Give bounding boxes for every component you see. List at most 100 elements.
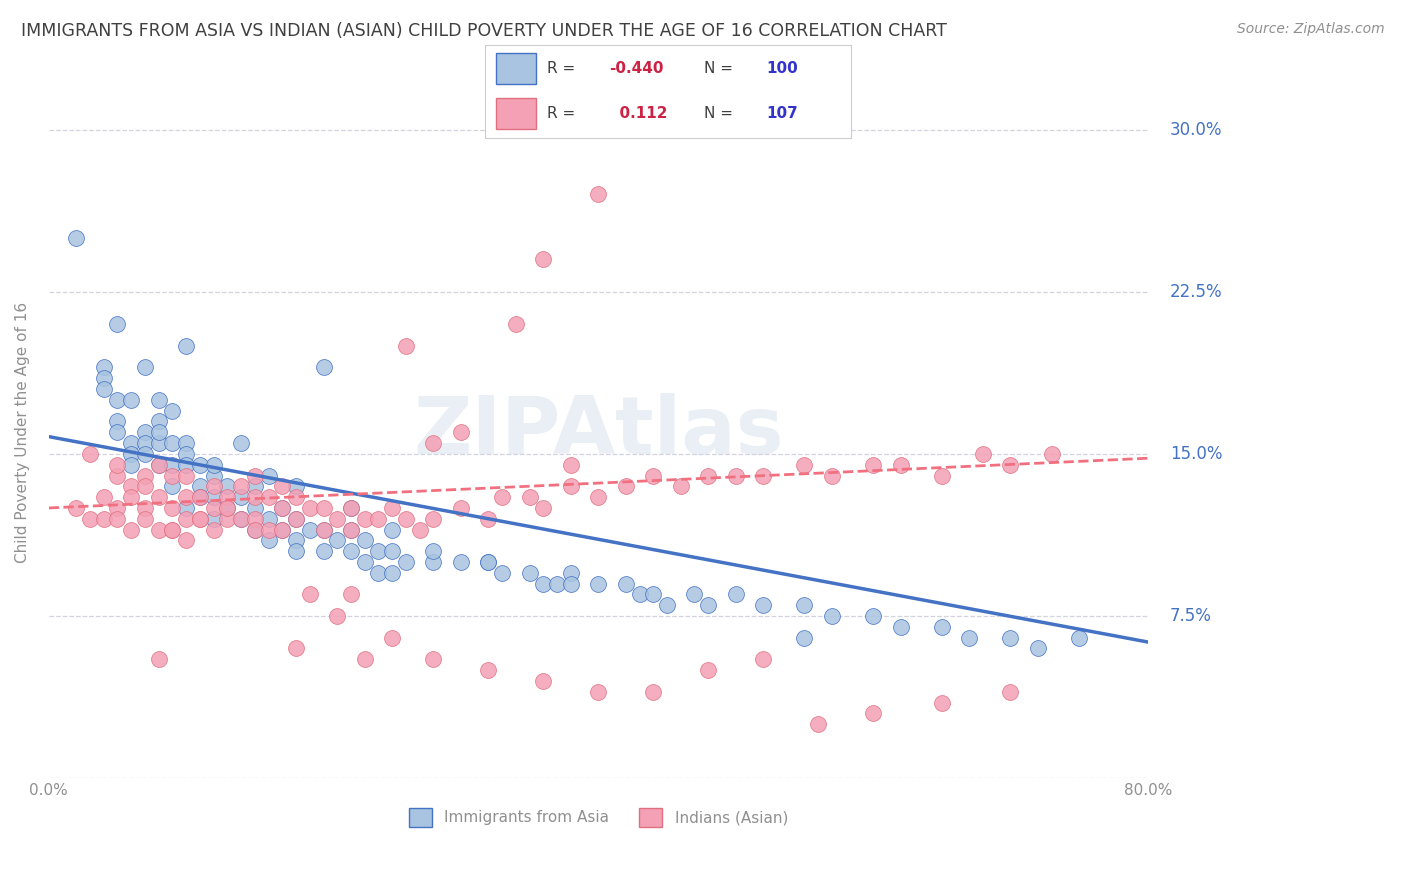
Point: [298, 523, 321, 537]
Point: [120, 479, 142, 493]
Point: [531, 500, 554, 515]
Point: [93, 360, 115, 375]
Point: [134, 360, 156, 375]
Point: [229, 490, 252, 504]
Point: [931, 696, 953, 710]
Text: IMMIGRANTS FROM ASIA VS INDIAN (ASIAN) CHILD POVERTY UNDER THE AGE OF 16 CORRELA: IMMIGRANTS FROM ASIA VS INDIAN (ASIAN) C…: [21, 22, 948, 40]
Point: [395, 555, 418, 569]
Point: [134, 447, 156, 461]
Point: [491, 490, 513, 504]
Point: [477, 555, 499, 569]
Point: [202, 458, 225, 472]
Point: [93, 512, 115, 526]
Point: [588, 576, 610, 591]
Point: [188, 479, 211, 493]
Point: [353, 533, 375, 548]
Point: [1000, 684, 1022, 698]
Point: [409, 523, 432, 537]
Point: [477, 663, 499, 677]
Point: [148, 458, 170, 472]
Point: [217, 479, 239, 493]
Point: [450, 425, 472, 440]
Point: [202, 468, 225, 483]
Text: -0.440: -0.440: [609, 61, 664, 76]
Point: [107, 317, 129, 331]
Point: [285, 533, 308, 548]
Point: [107, 425, 129, 440]
Point: [162, 468, 184, 483]
Text: 30.0%: 30.0%: [1170, 120, 1222, 138]
Point: [107, 392, 129, 407]
Point: [243, 523, 266, 537]
Point: [531, 252, 554, 267]
Point: [188, 512, 211, 526]
Point: [821, 609, 844, 624]
Point: [188, 490, 211, 504]
Point: [683, 587, 706, 601]
Point: [340, 500, 363, 515]
Point: [450, 500, 472, 515]
Point: [531, 576, 554, 591]
Point: [821, 468, 844, 483]
Point: [560, 458, 582, 472]
Text: N =: N =: [704, 106, 738, 121]
Point: [162, 523, 184, 537]
Point: [188, 490, 211, 504]
Point: [134, 500, 156, 515]
Point: [298, 587, 321, 601]
Point: [107, 512, 129, 526]
Point: [697, 468, 720, 483]
Text: Source: ZipAtlas.com: Source: ZipAtlas.com: [1237, 22, 1385, 37]
Point: [560, 576, 582, 591]
Point: [107, 500, 129, 515]
Point: [120, 436, 142, 450]
Point: [162, 479, 184, 493]
Point: [217, 500, 239, 515]
Point: [422, 436, 444, 450]
Point: [148, 652, 170, 666]
Point: [243, 479, 266, 493]
Text: 7.5%: 7.5%: [1170, 607, 1212, 625]
Point: [367, 512, 389, 526]
Point: [285, 512, 308, 526]
Point: [202, 500, 225, 515]
Point: [326, 609, 349, 624]
Point: [148, 490, 170, 504]
Point: [162, 436, 184, 450]
Point: [724, 587, 747, 601]
Point: [285, 479, 308, 493]
Point: [491, 566, 513, 580]
Point: [148, 392, 170, 407]
Point: [257, 523, 280, 537]
Point: [271, 523, 294, 537]
Point: [312, 500, 335, 515]
Point: [202, 479, 225, 493]
Point: [65, 230, 87, 244]
Point: [134, 425, 156, 440]
Point: [807, 717, 830, 731]
Bar: [496, 98, 536, 129]
Point: [1040, 447, 1063, 461]
Point: [148, 415, 170, 429]
Point: [381, 631, 404, 645]
Point: [298, 500, 321, 515]
Point: [271, 500, 294, 515]
Point: [1000, 631, 1022, 645]
Point: [422, 512, 444, 526]
Point: [65, 500, 87, 515]
Point: [243, 490, 266, 504]
Text: R =: R =: [547, 61, 581, 76]
Point: [628, 587, 651, 601]
Point: [174, 500, 197, 515]
Point: [93, 490, 115, 504]
Point: [367, 566, 389, 580]
Point: [202, 490, 225, 504]
Point: [79, 512, 101, 526]
Point: [148, 425, 170, 440]
Point: [793, 458, 815, 472]
Point: [243, 468, 266, 483]
Point: [669, 479, 692, 493]
Point: [546, 576, 568, 591]
Point: [340, 587, 363, 601]
Point: [120, 523, 142, 537]
